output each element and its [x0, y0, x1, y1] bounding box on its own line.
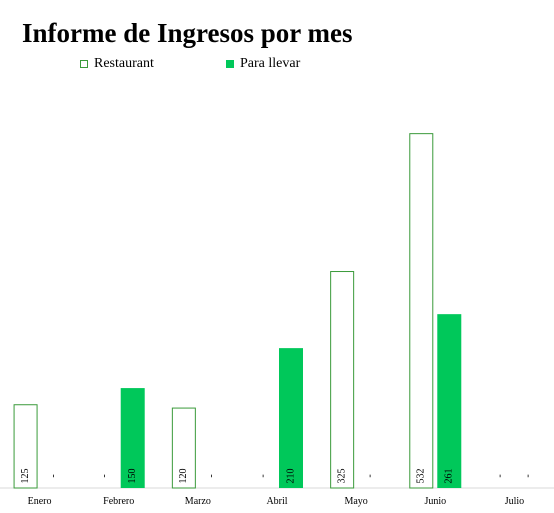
legend-item-restaurant: Restaurant	[80, 56, 154, 72]
bar-para-llevar	[279, 348, 303, 488]
bar-restaurant	[13, 404, 38, 489]
x-tick-label: Julio	[505, 496, 524, 507]
bar-para-llevar	[437, 314, 462, 488]
bar-restaurant	[409, 133, 434, 489]
data-label: -	[523, 474, 534, 477]
bar-restaurant	[330, 271, 355, 489]
legend-label-para-llevar: Para llevar	[240, 56, 301, 71]
data-label: 120	[178, 469, 189, 484]
data-label: -	[364, 474, 375, 477]
chart-title: Informe de Ingresos por mes	[22, 18, 353, 48]
data-label: 210	[285, 469, 296, 484]
legend-swatch-para-llevar	[226, 60, 234, 68]
x-tick-label: Abril	[266, 496, 287, 507]
data-label: -	[99, 474, 110, 477]
data-label: -	[495, 474, 506, 477]
data-label: 532	[416, 469, 427, 484]
data-label: 150	[127, 469, 138, 484]
data-label: 261	[444, 469, 455, 484]
x-tick-label: Febrero	[103, 496, 134, 507]
legend-swatch-restaurant	[80, 60, 88, 68]
x-tick-label: Enero	[28, 496, 52, 507]
data-label: 325	[336, 469, 347, 484]
data-label: -	[48, 474, 59, 477]
x-tick-label: Junio	[424, 496, 446, 507]
data-label: -	[257, 474, 268, 477]
data-label: -	[206, 474, 217, 477]
legend-label-restaurant: Restaurant	[94, 56, 154, 71]
x-tick-label: Marzo	[185, 496, 211, 507]
bar-restaurant	[171, 407, 196, 489]
data-label: 125	[20, 469, 31, 484]
bar-para-llevar	[120, 388, 145, 488]
legend-item-para-llevar: Para llevar	[226, 56, 300, 72]
x-tick-label: Mayo	[344, 496, 367, 507]
